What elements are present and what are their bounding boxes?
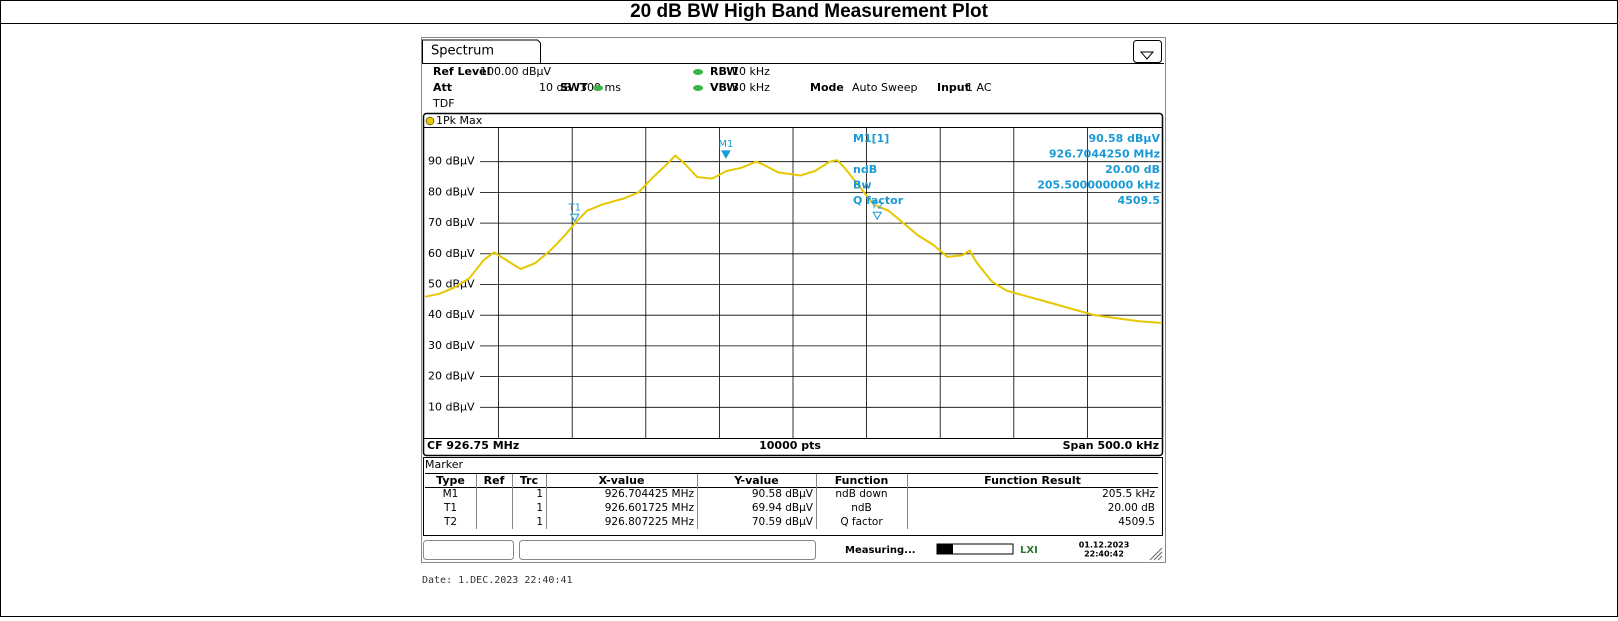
status-box (519, 540, 816, 560)
table-header: Trc (520, 474, 538, 487)
setting-value: 1 AC (966, 81, 992, 94)
table-cell: T1 (443, 502, 457, 514)
status-led (693, 69, 703, 75)
setting-value: Auto Sweep (852, 81, 918, 94)
trace (424, 154, 1162, 324)
status-box (423, 540, 514, 560)
y-tick-label: 30 dBµV (428, 339, 475, 352)
marker-info-value: 20.00 dB (1105, 163, 1160, 176)
y-tick-label: 80 dBµV (428, 185, 475, 198)
status-led (693, 85, 703, 91)
marker-table-title: Marker (425, 458, 463, 471)
setting-label: Ref Level (433, 65, 490, 78)
marker-info-value: 90.58 dBµV (1089, 132, 1161, 145)
tab-label: Spectrum (431, 44, 494, 59)
cf: CF 926.75 MHz (427, 439, 519, 452)
span: Span 500.0 kHz (1063, 439, 1159, 452)
table-cell: 90.58 dBµV (752, 488, 814, 500)
table-cell: Q factor (840, 516, 883, 528)
marker (569, 213, 580, 223)
status-bar: LXI (423, 540, 1163, 561)
y-tick-label: 70 dBµV (428, 216, 475, 229)
setting-value: 10 kHz (732, 65, 770, 78)
table-cell: 1 (536, 516, 543, 528)
table-cell: 926.807225 MHz (605, 516, 695, 528)
status-text: Measuring... (845, 545, 916, 556)
marker-info-label: ndB (853, 163, 877, 176)
trace-indicator (425, 116, 435, 126)
menu-icon (1139, 51, 1155, 60)
table-cell: 1 (536, 488, 543, 500)
status-time: 22:40:42 (1084, 550, 1124, 559)
tab (422, 39, 541, 63)
table-cell: ndB down (835, 488, 887, 500)
table-header: Function (835, 474, 889, 487)
status-date: 01.12.2023 (1079, 541, 1130, 550)
setting-value: 10 dB (539, 81, 571, 94)
y-tick-label: 60 dBµV (428, 247, 475, 260)
tdf: TDF (432, 97, 455, 110)
table-cell: 70.59 dBµV (752, 516, 814, 528)
marker-info-label: Q factor (853, 194, 904, 207)
marker-info-label: Bw (853, 179, 872, 192)
table-cell: 926.601725 MHz (605, 502, 695, 514)
table-cell: 69.94 dBµV (752, 502, 814, 514)
date-line: Date: 1.DEC.2023 22:40:41 (422, 575, 573, 586)
progress-fill (937, 544, 953, 554)
table-header: Function Result (984, 474, 1081, 487)
setting-label: SWT (560, 81, 588, 94)
table-header: Ref (484, 474, 505, 487)
setting-label: Input (937, 81, 970, 94)
marker-label: M1 (718, 139, 733, 150)
setting-label: VBW (710, 81, 738, 94)
marker-info-value: 926.7044250 MHz (1049, 148, 1160, 161)
marker (721, 150, 731, 159)
marker-info-value: 205.500000000 kHz (1037, 179, 1160, 192)
trace-label: 1Pk Max (436, 114, 483, 127)
marker (872, 211, 883, 221)
table-cell: ndB (851, 502, 872, 514)
table-header: Y-value (733, 474, 779, 487)
lxi-logo: LXI (1020, 545, 1038, 556)
marker-info-value: 4509.5 (1118, 194, 1160, 207)
y-tick-label: 20 dBµV (428, 370, 475, 383)
marker-label: T1 (567, 202, 580, 213)
table-cell: 926.704425 MHz (605, 488, 695, 500)
table-cell: 20.00 dB (1108, 502, 1155, 514)
setting-value: 100.00 dBµV (480, 65, 552, 78)
status-led (593, 85, 603, 91)
table-cell: M1 (443, 488, 459, 500)
points: 10000 pts (759, 439, 821, 452)
marker-info-title: M1[1] (853, 132, 889, 145)
marker-label: T2 (870, 200, 883, 211)
table-cell: 4509.5 (1118, 516, 1155, 528)
setting-label: Att (433, 81, 452, 94)
table-cell: T2 (443, 516, 457, 528)
table-header: Type (436, 474, 465, 487)
table-header: X-value (599, 474, 645, 487)
y-tick-label: 10 dBµV (428, 400, 475, 413)
setting-label: Mode (810, 81, 844, 94)
setting-label: RBW (710, 65, 738, 78)
setting-value: 30 kHz (732, 81, 770, 94)
title: 20 dB BW High Band Measurement Plot (630, 1, 989, 22)
y-tick-label: 50 dBµV (428, 278, 475, 291)
table-cell: 205.5 kHz (1102, 488, 1155, 500)
y-tick-label: 90 dBµV (428, 155, 475, 168)
y-tick-label: 40 dBµV (428, 308, 475, 321)
resize-grip (1149, 547, 1163, 561)
table-cell: 1 (536, 502, 543, 514)
